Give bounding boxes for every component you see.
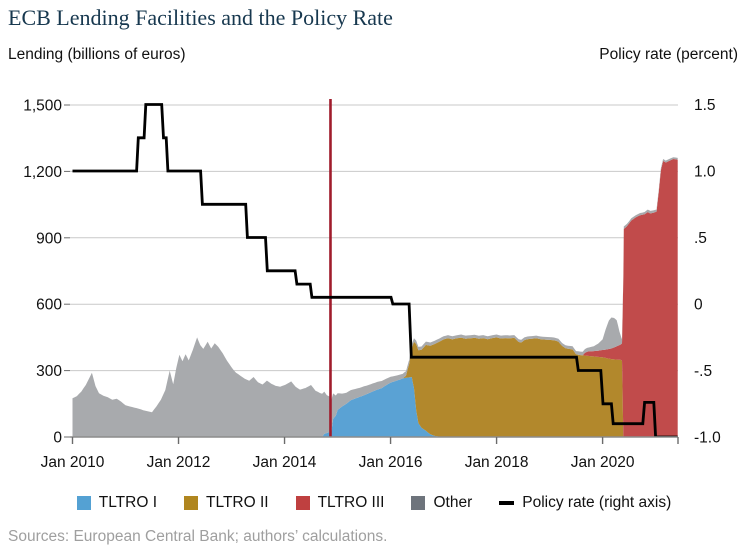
area-other (72, 157, 678, 437)
svg-text:.5: .5 (694, 230, 707, 247)
policy-rate-line (72, 103, 678, 437)
legend-label: TLTRO I (98, 494, 158, 511)
source-note: Sources: European Central Bank; authors’… (8, 528, 388, 545)
svg-text:1,500: 1,500 (23, 98, 62, 115)
svg-text:Jan 2012: Jan 2012 (147, 454, 211, 471)
svg-text:Jan 2010: Jan 2010 (41, 454, 105, 471)
svg-text:0: 0 (53, 430, 62, 447)
svg-text:-.5: -.5 (694, 363, 712, 380)
legend-label: TLTRO III (317, 494, 385, 511)
area-tltro-i (72, 377, 678, 437)
page-title: ECB Lending Facilities and the Policy Ra… (8, 5, 393, 30)
svg-text:900: 900 (36, 230, 62, 247)
legend-swatch (76, 496, 91, 510)
x-axis: Jan 2010 Jan 2012 Jan 2014 Jan 2016 Jan 2018… (41, 436, 679, 471)
legend-swatch (184, 496, 199, 510)
legend-label: TLTRO II (206, 494, 269, 511)
svg-text:1.0: 1.0 (694, 164, 716, 181)
svg-text:300: 300 (36, 363, 62, 380)
legend: TLTRO I TLTRO II TLTRO III Other Policy rate… (0, 494, 748, 512)
left-axis-unit-label: Lending (billions of euros) (8, 46, 186, 63)
svg-text:1.5: 1.5 (694, 97, 716, 114)
right-axis-unit-label: Policy rate (percent) (599, 46, 738, 63)
legend-swatch (295, 496, 310, 510)
svg-text:Jan 2018: Jan 2018 (465, 454, 529, 471)
gridlines (70, 104, 678, 372)
y-axis-left: 0 300 600 900 1,200 1,500 (23, 98, 70, 447)
svg-text:1,200: 1,200 (23, 164, 62, 181)
svg-text:Jan 2014: Jan 2014 (253, 454, 317, 471)
chart-canvas: 0 300 600 900 1,200 1,500 -1.0 -.5 0 .5 1.0 1.5 Jan … (23, 97, 721, 471)
svg-text:0: 0 (694, 297, 703, 314)
svg-text:Jan 2020: Jan 2020 (571, 454, 635, 471)
y-axis-right: -1.0 -.5 0 .5 1.0 1.5 (694, 97, 721, 447)
area-tltro-ii (72, 337, 678, 437)
svg-text:Jan 2016: Jan 2016 (359, 454, 423, 471)
legend-item-tltro-iii: TLTRO III (295, 494, 385, 512)
legend-item-tltro-i: TLTRO I (76, 494, 158, 512)
legend-swatch (411, 496, 426, 510)
legend-label: Policy rate (right axis) (522, 494, 672, 511)
svg-text:-1.0: -1.0 (694, 430, 721, 447)
legend-line-glyph (499, 501, 515, 505)
svg-text:600: 600 (36, 297, 62, 314)
legend-item-other: Other (411, 494, 472, 512)
legend-item-tltro-ii: TLTRO II (184, 494, 269, 512)
legend-item-policy-rate-right-axis-: Policy rate (right axis) (499, 494, 671, 512)
stacked-areas (72, 157, 678, 437)
legend-label: Other (433, 494, 473, 511)
